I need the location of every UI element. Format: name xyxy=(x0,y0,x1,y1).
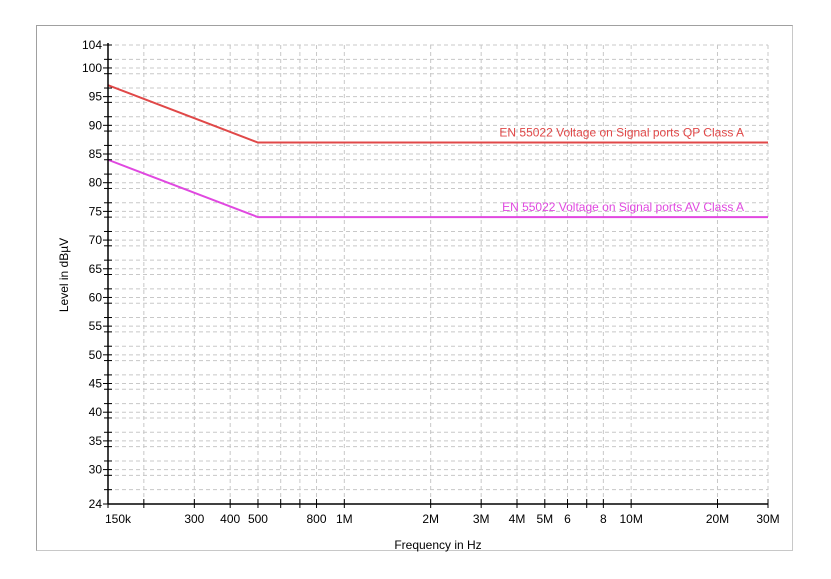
y-tick-label: 50 xyxy=(89,348,103,362)
x-tick-label: 1M xyxy=(336,512,353,526)
grid xyxy=(108,44,769,504)
x-tick-label: 10M xyxy=(619,512,642,526)
series-group: EN 55022 Voltage on Signal ports QP Clas… xyxy=(107,84,768,219)
series-label-qp: EN 55022 Voltage on Signal ports QP Clas… xyxy=(499,126,744,140)
x-tick-label: 30M xyxy=(756,512,779,526)
x-tick-label: 500 xyxy=(248,512,268,526)
y-tick-label: 30 xyxy=(89,463,103,477)
y-tick-label: 85 xyxy=(89,147,103,161)
y-tick-label: 80 xyxy=(89,176,103,190)
series-line-qp xyxy=(107,84,768,144)
chart-frame xyxy=(36,25,793,551)
x-tick-label: 6 xyxy=(564,512,571,526)
x-tick-label: 2M xyxy=(422,512,439,526)
x-tick-label: 20M xyxy=(706,512,729,526)
y-tick-label: 24 xyxy=(89,497,103,511)
y-tick-label: 60 xyxy=(89,290,103,304)
x-tick-label: 8 xyxy=(600,512,607,526)
y-tick-label: 90 xyxy=(89,118,103,132)
y-tick-label: 40 xyxy=(89,405,103,419)
x-tick-label: 150k xyxy=(105,512,132,526)
y-tick-label: 104 xyxy=(82,38,102,52)
y-tick-label: 75 xyxy=(89,204,103,218)
y-tick-label: 100 xyxy=(82,61,102,75)
axes: 24 30 35 40 45 50 55 60 65 70 75 80 85 90 95 100 104 150k… xyxy=(82,38,780,526)
x-tick-label: 5M xyxy=(536,512,553,526)
x-tick-label: 800 xyxy=(307,512,327,526)
x-tick-label: 400 xyxy=(220,512,240,526)
y-axis-label: Level in dBµV xyxy=(57,238,71,312)
x-tick-label: 300 xyxy=(184,512,204,526)
y-tick-label: 65 xyxy=(89,262,103,276)
x-tick-label: 4M xyxy=(509,512,526,526)
x-tick-label: 3M xyxy=(473,512,490,526)
x-axis-label: Frequency in Hz xyxy=(394,538,481,552)
y-tick-label: 45 xyxy=(89,377,103,391)
series-line-av xyxy=(107,158,768,219)
y-tick-label: 55 xyxy=(89,319,103,333)
y-tick-label: 70 xyxy=(89,233,103,247)
series-label-av: EN 55022 Voltage on Signal ports AV Clas… xyxy=(502,200,744,214)
y-tick-label: 95 xyxy=(89,90,103,104)
y-tick-label: 35 xyxy=(89,434,103,448)
